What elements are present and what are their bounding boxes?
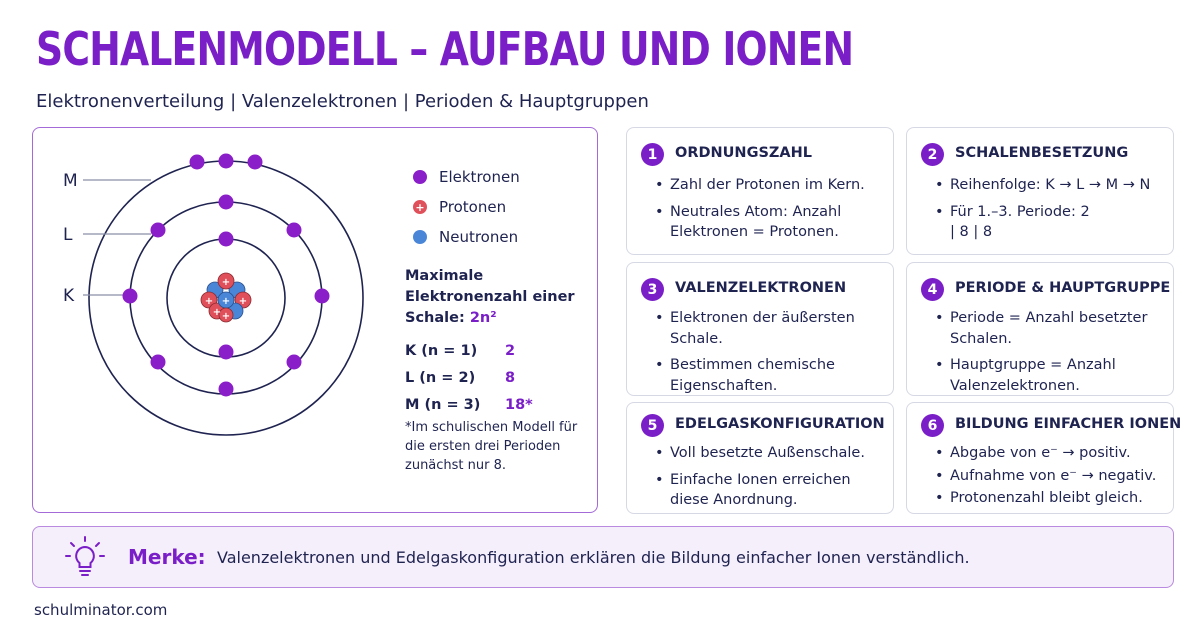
legend-item-neutrons: Neutronen (411, 222, 520, 252)
list-item: Hauptgruppe = Anzahl Valenzelektronen. (935, 355, 1155, 396)
card-title: VALENZELEKTRONEN (675, 280, 847, 296)
card-number: 4 (921, 278, 944, 301)
electron (218, 231, 234, 247)
card-valenzelektronen: 3 VALENZELEKTRONEN Elektronen der äußers… (626, 262, 894, 396)
electron (218, 344, 234, 360)
page-subtitle: Elektronenverteilung | Valenzelektronen … (36, 91, 649, 112)
list-item: Für 1.–3. Periode: 2 | 8 | 8 (935, 202, 1095, 243)
capacity-table: K (n = 1) 2 L (n = 2) 8 M (n = 3) 18* (405, 337, 595, 418)
electron (247, 154, 263, 170)
merke-label: Merke: (128, 545, 206, 569)
legend-label: Neutronen (439, 228, 519, 246)
svg-text:+: + (205, 296, 213, 307)
footer-site: schulminator.com (34, 601, 168, 619)
electron (150, 354, 166, 370)
max-electrons-heading: Maximale Elektronenzahl einer Schale: 2n… (405, 268, 575, 326)
electron (122, 288, 138, 304)
card-number: 2 (921, 143, 944, 166)
merke-text: Valenzelektronen und Edelgaskonfiguratio… (217, 548, 970, 567)
card-edelgaskonfiguration: 5 EDELGASKONFIGURATION Voll besetzte Auß… (626, 402, 894, 514)
capacity-row: M (n = 3) 18* (405, 396, 533, 413)
electron (286, 222, 302, 238)
capacity-row: L (n = 2) 8 (405, 369, 516, 386)
list-item: Elektronen der äußersten Schale. (655, 308, 855, 349)
card-bildung-ionen: 6 BILDUNG EINFACHER IONEN Abgabe von e⁻ … (906, 402, 1181, 514)
card-number: 6 (921, 414, 944, 437)
svg-text:+: + (222, 311, 230, 322)
card-title: SCHALENBESETZUNG (955, 145, 1129, 161)
card-list: Elektronen der äußersten Schale. Bestimm… (655, 308, 885, 402)
card-list: Voll besetzte Außenschale. Einfache Ione… (655, 443, 885, 517)
list-item: Protonenzahl bleibt gleich. (935, 488, 1165, 509)
list-item: Abgabe von e⁻ → positiv. (935, 443, 1165, 464)
legend-item-electrons: Elektronen (411, 162, 520, 192)
atom-diagram-panel: M L K + + (32, 127, 598, 513)
list-item: Aufnahme von e⁻ → negativ. (935, 466, 1165, 487)
card-title: ORDNUNGSZAHL (675, 145, 813, 161)
electron-icon (413, 170, 427, 184)
list-item: Voll besetzte Außenschale. (655, 443, 885, 464)
footnote: *Im schulischen Modell für die ersten dr… (405, 420, 578, 473)
card-number: 1 (641, 143, 664, 166)
electron (150, 222, 166, 238)
list-item: Neutrales Atom: Anzahl Elektronen = Prot… (655, 202, 885, 243)
max-formula: 2n² (469, 310, 497, 326)
card-list: Abgabe von e⁻ → positiv. Aufnahme von e⁻… (935, 443, 1165, 511)
electron (218, 381, 234, 397)
list-item: Reihenfolge: K → L → M → N (935, 175, 1165, 196)
legend-label: Elektronen (439, 168, 520, 186)
card-list: Zahl der Protonen im Kern. Neutrales Ato… (655, 175, 885, 249)
lightbulb-icon (65, 536, 105, 576)
electron (286, 354, 302, 370)
card-number: 5 (641, 414, 664, 437)
electron (218, 194, 234, 210)
card-title: BILDUNG EINFACHER IONEN (955, 416, 1182, 432)
nucleus: + + + + + + (200, 272, 252, 323)
shell-label-l: L (63, 225, 73, 245)
list-item: Periode = Anzahl besetzter Schalen. (935, 308, 1155, 349)
svg-text:+: + (222, 277, 230, 288)
card-ordnungszahl: 1 ORDNUNGSZAHL Zahl der Protonen im Kern… (626, 127, 894, 255)
merke-banner: Merke: Valenzelektronen und Edelgaskonfi… (32, 526, 1174, 588)
proton-icon: + (413, 200, 427, 214)
electron (314, 288, 330, 304)
card-title: EDELGASKONFIGURATION (675, 416, 885, 432)
legend-label: Protonen (439, 198, 507, 216)
neutron-icon (413, 230, 427, 244)
card-list: Periode = Anzahl besetzter Schalen. Haup… (935, 308, 1165, 402)
shell-label-m: M (63, 171, 78, 191)
card-number: 3 (641, 278, 664, 301)
card-title: PERIODE & HAUPTGRUPPE (955, 280, 1171, 296)
card-schalenbesetzung: 2 SCHALENBESETZUNG Reihenfolge: K → L → … (906, 127, 1174, 255)
list-item: Einfache Ionen erreichen diese Anordnung… (655, 470, 860, 511)
card-periode-hauptgruppe: 4 PERIODE & HAUPTGRUPPE Periode = Anzahl… (906, 262, 1174, 396)
electron (189, 154, 205, 170)
list-item: Bestimmen chemische Eigenschaften. (655, 355, 855, 396)
shell-label-k: K (63, 286, 75, 306)
svg-text:+: + (213, 307, 221, 318)
svg-text:+: + (222, 296, 230, 307)
legend-item-protons: + Protonen (411, 192, 520, 222)
legend: Elektronen + Protonen Neutronen (411, 162, 520, 252)
shell-model-diagram: M L K + + (63, 153, 364, 436)
capacity-row: K (n = 1) 2 (405, 342, 516, 359)
electron (218, 153, 234, 169)
card-list: Reihenfolge: K → L → M → N Für 1.–3. Per… (935, 175, 1165, 249)
svg-text:+: + (239, 296, 247, 307)
max-electrons-box: Maximale Elektronenzahl einer Schale: 2n… (405, 266, 595, 418)
page-title: SCHALENMODELL – AUFBAU UND IONEN (36, 22, 854, 76)
list-item: Zahl der Protonen im Kern. (655, 175, 885, 196)
